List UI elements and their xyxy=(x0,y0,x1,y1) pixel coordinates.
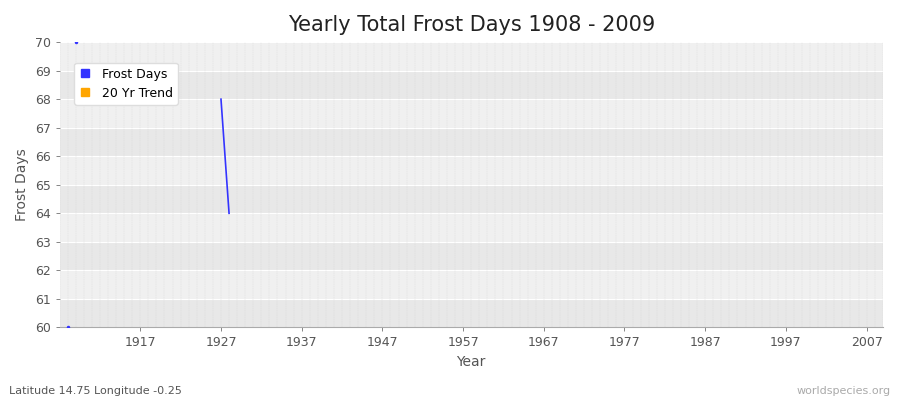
Bar xyxy=(59,99,883,128)
Title: Yearly Total Frost Days 1908 - 2009: Yearly Total Frost Days 1908 - 2009 xyxy=(287,15,655,35)
Bar xyxy=(59,156,883,185)
Bar xyxy=(59,185,883,213)
Legend: Frost Days, 20 Yr Trend: Frost Days, 20 Yr Trend xyxy=(74,63,177,105)
Text: worldspecies.org: worldspecies.org xyxy=(796,386,891,396)
Bar xyxy=(59,128,883,156)
Bar xyxy=(59,270,883,299)
X-axis label: Year: Year xyxy=(456,355,486,369)
Bar xyxy=(59,299,883,328)
Text: Latitude 14.75 Longitude -0.25: Latitude 14.75 Longitude -0.25 xyxy=(9,386,182,396)
Bar xyxy=(59,71,883,99)
Bar xyxy=(59,42,883,71)
Bar xyxy=(59,242,883,270)
Bar xyxy=(59,213,883,242)
Y-axis label: Frost Days: Frost Days xyxy=(15,148,29,221)
